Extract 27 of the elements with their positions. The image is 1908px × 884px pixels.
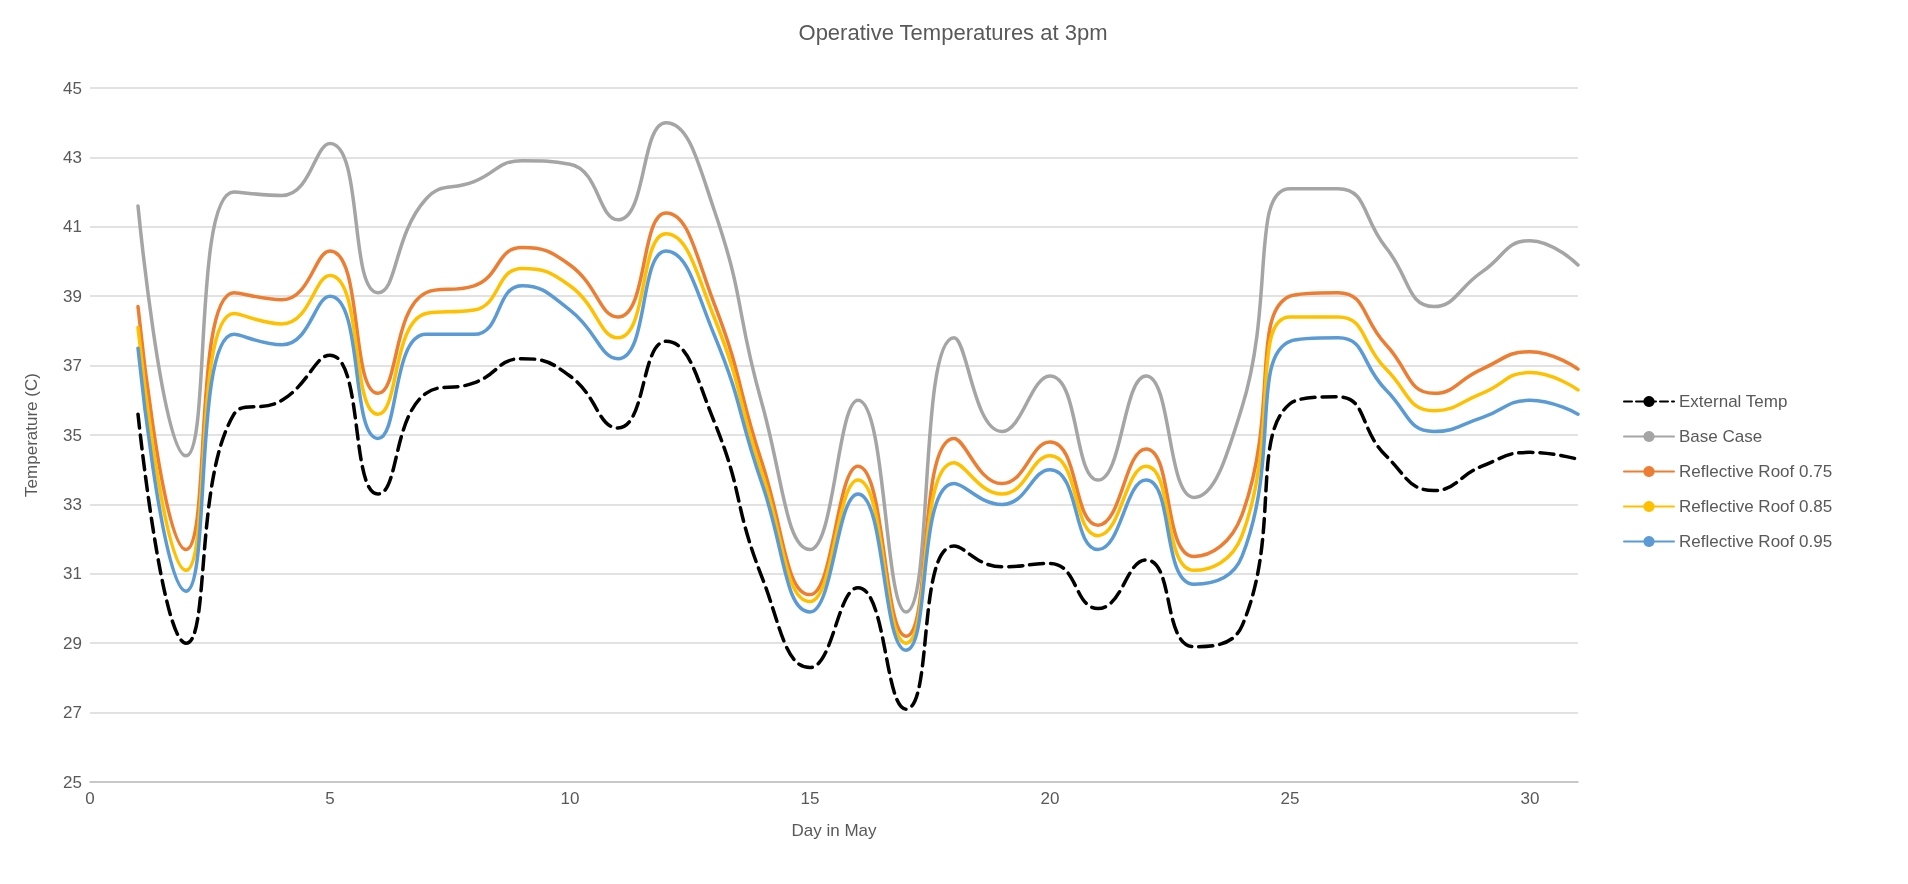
y-tick-label: 33 bbox=[63, 494, 82, 514]
legend-label: External Temp bbox=[1679, 392, 1788, 411]
x-axis-title: Day in May bbox=[791, 821, 878, 840]
x-tick-label: 15 bbox=[800, 789, 820, 808]
y-tick-label: 35 bbox=[63, 425, 82, 445]
x-tick-label: 30 bbox=[1520, 789, 1540, 808]
x-tick-label: 25 bbox=[1280, 789, 1300, 808]
legend-label: Reflective Roof 0.95 bbox=[1679, 532, 1833, 551]
y-tick-label: 39 bbox=[63, 286, 82, 306]
x-tick-label: 10 bbox=[560, 789, 580, 808]
chart-title: Operative Temperatures at 3pm bbox=[798, 19, 1108, 45]
x-tick-label: 0 bbox=[85, 789, 95, 808]
x-tick-label: 20 bbox=[1040, 789, 1060, 808]
y-tick-label: 41 bbox=[63, 217, 82, 237]
y-tick-label: 45 bbox=[63, 78, 82, 98]
y-tick-label: 31 bbox=[63, 564, 82, 584]
y-tick-label: 37 bbox=[63, 356, 82, 376]
y-tick-label: 29 bbox=[63, 633, 82, 653]
legend-label: Base Case bbox=[1679, 427, 1763, 446]
y-axis-title: Temperature (C) bbox=[22, 373, 41, 497]
line-series bbox=[136, 120, 1580, 614]
legend-label: Reflective Roof 0.85 bbox=[1679, 497, 1833, 516]
y-tick-label: 25 bbox=[63, 772, 82, 792]
y-tick-label: 43 bbox=[63, 147, 82, 167]
x-tick-label: 5 bbox=[325, 789, 335, 808]
legend-label: Reflective Roof 0.75 bbox=[1679, 462, 1833, 481]
y-tick-label: 27 bbox=[63, 703, 82, 723]
